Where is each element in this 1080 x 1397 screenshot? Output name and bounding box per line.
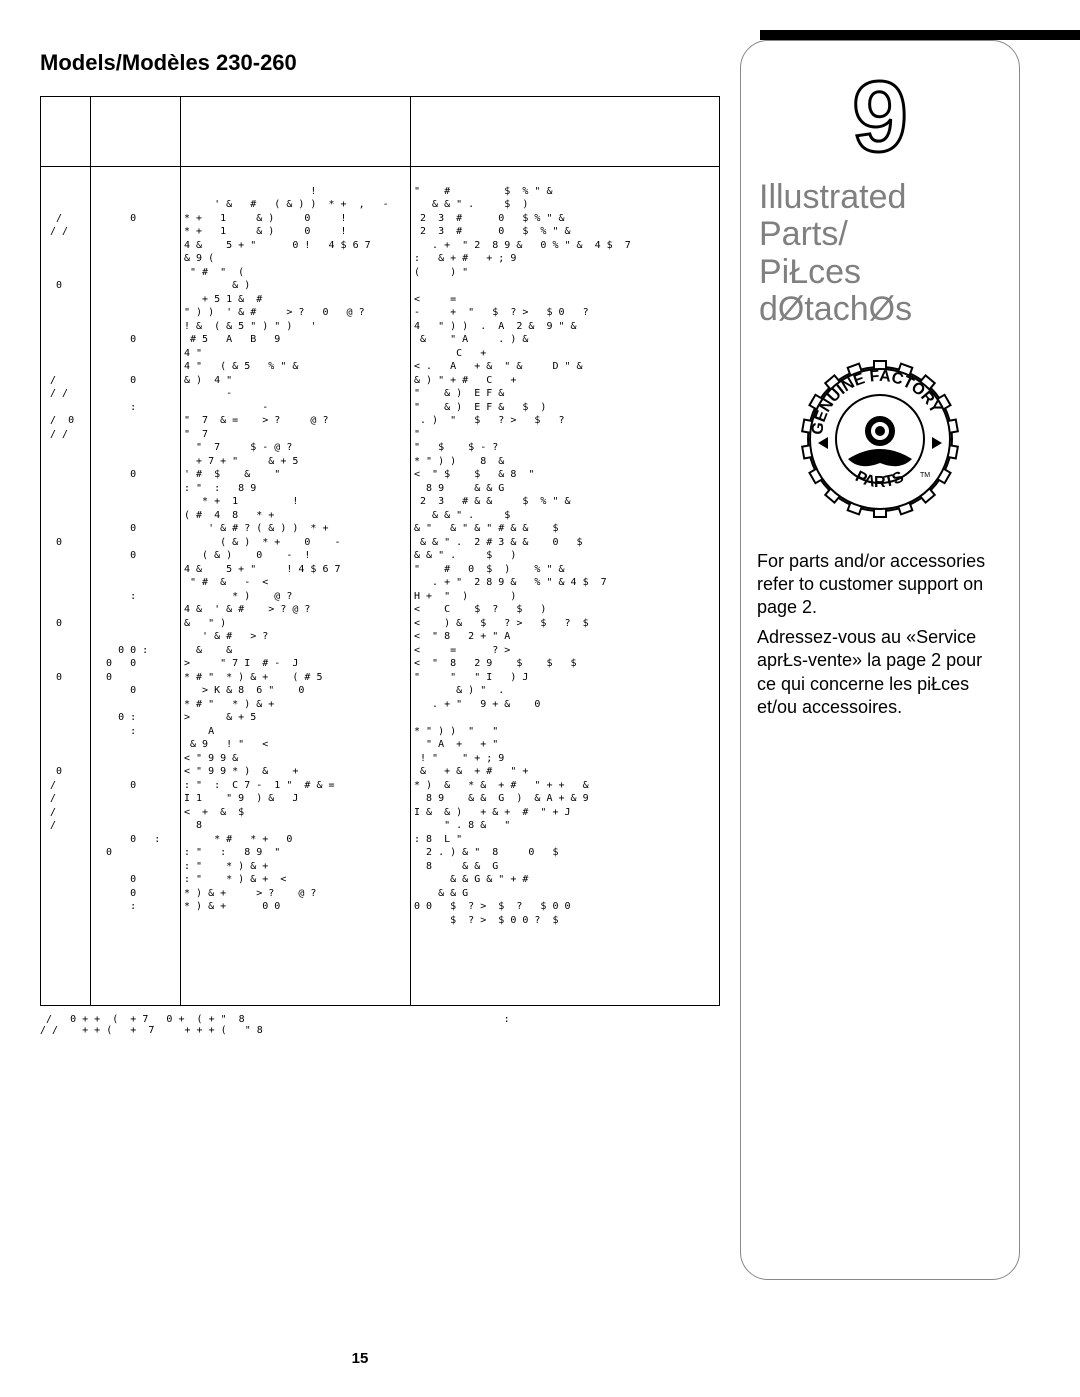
sidebar-title-line4: dØtachØs	[759, 290, 912, 328]
left-column: Models/Modèles 230-260 / / / 0 / / / / 0…	[40, 50, 720, 1280]
table-col4-content: " # $ % " & & & " . $ ) 2 3 # 0 $ % " & …	[411, 167, 719, 1005]
sidebar-note-en: For parts and/or accessories refer to cu…	[757, 550, 1003, 620]
table-header-col2	[91, 97, 181, 166]
table-header-row	[41, 97, 719, 167]
sidebar-title-line1: Illustrated	[759, 178, 906, 216]
table-footnotes: / 0 + + ( + 7 0 + ( + " 8 : / / + + ( + …	[40, 1014, 720, 1036]
table-col1-content: / / / 0 / / / / 0 / / 0 0 0 0 / / / /	[41, 167, 91, 1005]
table-header-col1	[41, 97, 91, 166]
sidebar-panel: 9 Illustrated Parts/ PiŁces dØtachØs	[740, 40, 1020, 1280]
table-header-col3	[181, 97, 411, 166]
main-content-area: Models/Modèles 230-260 / / / 0 / / / / 0…	[40, 50, 1040, 1280]
page-container: Models/Modèles 230-260 / / / 0 / / / / 0…	[0, 0, 1080, 1397]
table-body: / / / 0 / / / / 0 / / 0 0 0 0 / / / / 0 …	[41, 167, 719, 1005]
page-number: 15	[0, 1350, 720, 1367]
section-number-icon: 9	[835, 61, 925, 171]
page-title: Models/Modèles 230-260	[40, 50, 720, 76]
table-col2-content: 0 0 0 : 0 0 0 : 0 0 : 0 0 0 0 0 : : 0 0 …	[91, 167, 181, 1005]
badge-icon: GENUINE FACTORY PARTS TM	[800, 359, 960, 519]
table-header-col4	[411, 97, 719, 166]
header-accent-bar	[760, 30, 1080, 40]
sidebar-title-line3: PiŁces	[759, 253, 861, 291]
section-number-glyph: 9	[852, 61, 908, 171]
section-number: 9	[755, 61, 1005, 171]
parts-table: / / / 0 / / / / 0 / / 0 0 0 0 / / / / 0 …	[40, 96, 720, 1006]
genuine-parts-badge: GENUINE FACTORY PARTS TM	[755, 359, 1005, 524]
sidebar-note-text: For parts and/or accessories refer to cu…	[755, 550, 1005, 720]
sidebar-note-fr: Adressez-vous au «Service aprŁs-vente» l…	[757, 626, 1003, 720]
sidebar-title: Illustrated Parts/ PiŁces dØtachØs	[755, 179, 1005, 329]
sidebar-title-line2: Parts/	[759, 215, 848, 253]
badge-tm: TM	[920, 472, 930, 479]
table-col3-content: ! ' & # ( & ) ) * + , - * + 1 & ) 0 ! * …	[181, 167, 411, 1005]
